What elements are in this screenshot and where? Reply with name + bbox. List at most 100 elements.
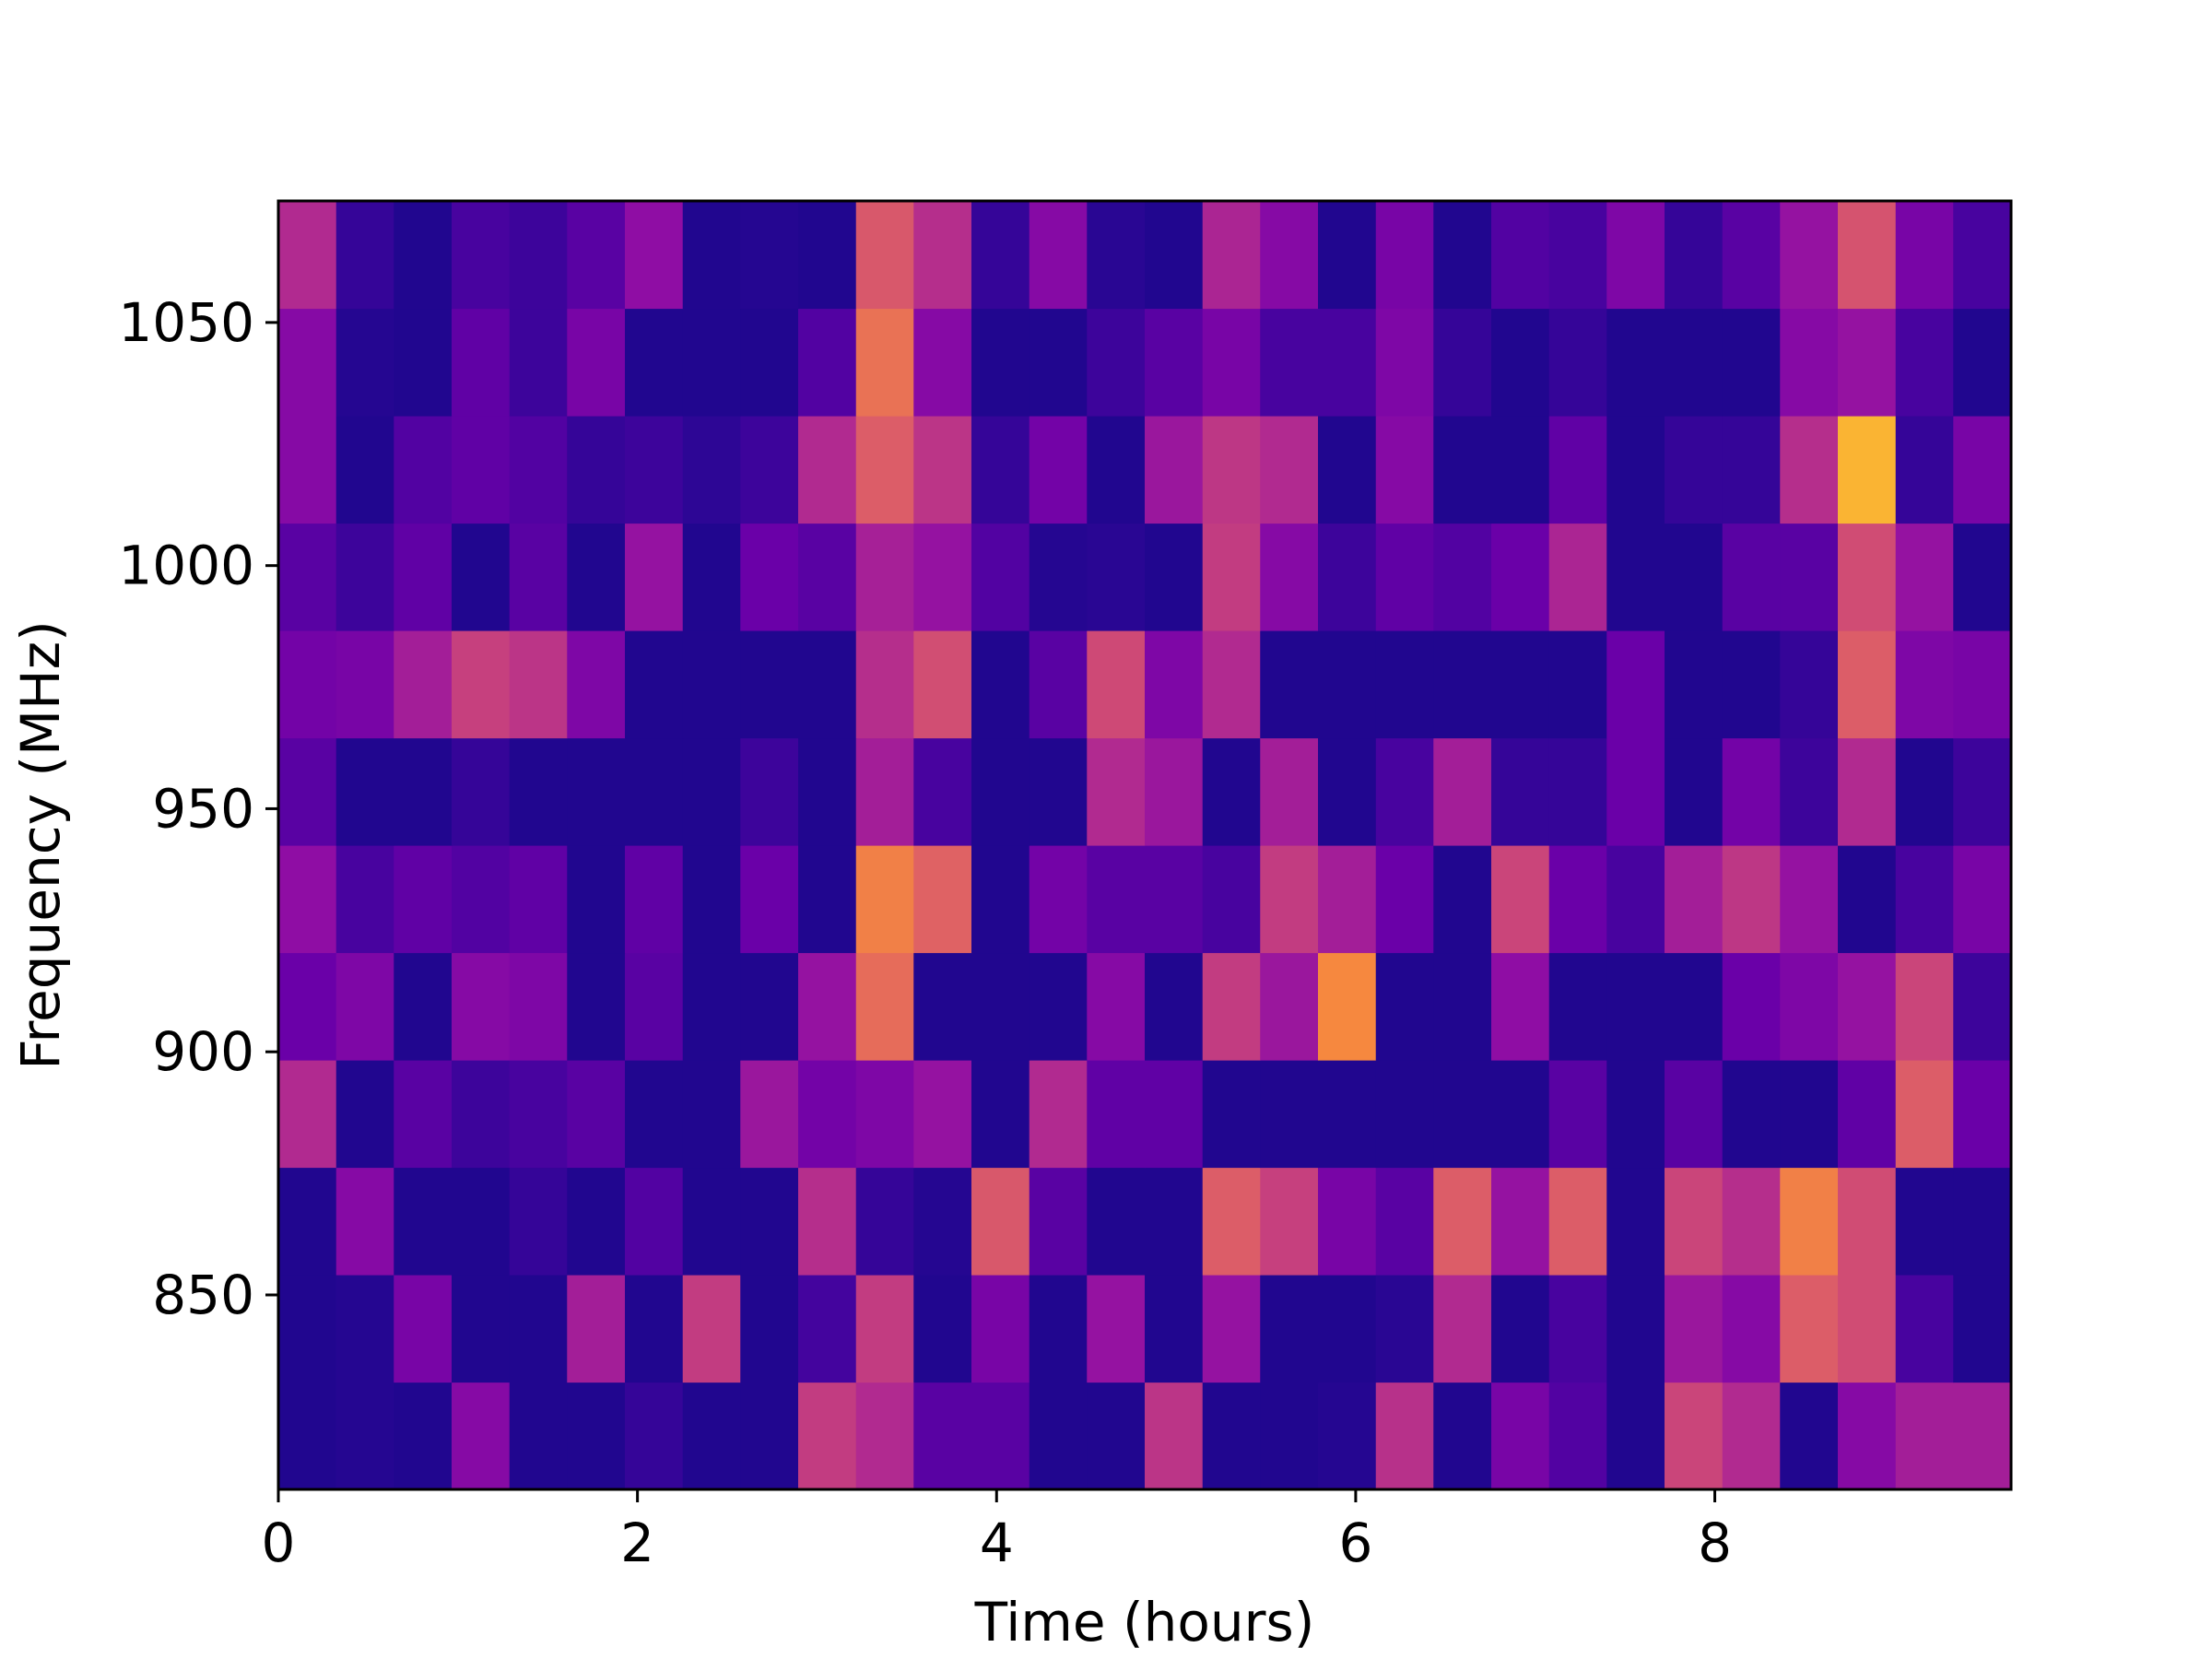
heatmap-cell [1087, 308, 1146, 417]
heatmap-cell [1375, 1167, 1434, 1276]
heatmap-cell [1029, 952, 1088, 1061]
heatmap-cell [625, 523, 684, 631]
heatmap-cell [1375, 416, 1434, 524]
heatmap-cells [278, 201, 2012, 1490]
heatmap-cell [278, 629, 337, 739]
heatmap-cell [1491, 523, 1550, 631]
heatmap-cell [394, 1167, 453, 1276]
heatmap-cell [1548, 308, 1607, 417]
heatmap-cell [1087, 523, 1146, 631]
heatmap-cell [740, 1060, 799, 1169]
heatmap-cell [1606, 629, 1665, 739]
heatmap-cell [1202, 845, 1261, 954]
heatmap-cell [567, 201, 626, 310]
heatmap-cell [1780, 629, 1839, 739]
heatmap-cell [971, 1382, 1030, 1490]
heatmap-cell [1722, 1274, 1781, 1383]
heatmap-cell [1838, 1274, 1897, 1383]
heatmap-cell [1665, 416, 1724, 524]
heatmap-cell [1780, 952, 1839, 1061]
heatmap-cell [740, 1382, 799, 1490]
heatmap-cell [567, 629, 626, 739]
heatmap-cell [1895, 629, 1954, 739]
heatmap-cell [1838, 416, 1897, 524]
heatmap-cell [1953, 845, 2012, 954]
heatmap-cell [740, 523, 799, 631]
heatmap-cell [394, 1382, 453, 1490]
heatmap-cell [1606, 845, 1665, 954]
heatmap-cell [567, 737, 626, 846]
heatmap-cell [855, 523, 914, 631]
heatmap-cell [509, 1060, 568, 1169]
heatmap-cell [740, 416, 799, 524]
y-tick-label: 1050 [118, 291, 254, 354]
heatmap-cell [1433, 416, 1492, 524]
heatmap-cell [740, 1274, 799, 1383]
heatmap-cell [1953, 523, 2012, 631]
heatmap-cell [855, 1274, 914, 1383]
heatmap-cell [1665, 952, 1724, 1061]
heatmap-cell [625, 308, 684, 417]
heatmap-cell [1953, 308, 2012, 417]
heatmap-cell [1145, 308, 1204, 417]
heatmap-cell [1895, 308, 1954, 417]
heatmap-cell [1145, 845, 1204, 954]
heatmap-cell [798, 308, 857, 417]
heatmap-cell [1838, 845, 1897, 954]
heatmap-cell [452, 1167, 511, 1276]
heatmap-cell [452, 1060, 511, 1169]
heatmap-cell [278, 308, 337, 417]
heatmap-cell [567, 1060, 626, 1169]
heatmap-cell [1375, 629, 1434, 739]
heatmap-cell [1087, 1382, 1146, 1490]
heatmap-cell [278, 737, 337, 846]
heatmap-cell [625, 629, 684, 739]
heatmap-cell [1780, 1060, 1839, 1169]
heatmap-cell [1260, 523, 1319, 631]
heatmap-cell [1548, 952, 1607, 1061]
heatmap-cell [1433, 1167, 1492, 1276]
heatmap-cell [625, 1060, 684, 1169]
heatmap-cell [1318, 952, 1377, 1061]
heatmap-cell [1145, 952, 1204, 1061]
heatmap-cell [1375, 1274, 1434, 1383]
heatmap-cell [1722, 1167, 1781, 1276]
heatmap-cell [509, 1167, 568, 1276]
heatmap-cell [625, 201, 684, 310]
heatmap-cell [1665, 1382, 1724, 1490]
heatmap-cell [1722, 416, 1781, 524]
heatmap-cell [855, 845, 914, 954]
heatmap-cell [1087, 1167, 1146, 1276]
heatmap-cell [855, 308, 914, 417]
heatmap-cell [1375, 308, 1434, 417]
heatmap-cell [452, 201, 511, 310]
heatmap-cell [855, 1060, 914, 1169]
heatmap-cell [798, 629, 857, 739]
heatmap-cell [1087, 1060, 1146, 1169]
heatmap-cell [394, 952, 453, 1061]
heatmap-cell [798, 416, 857, 524]
heatmap-cell [1722, 523, 1781, 631]
heatmap-cell [1029, 1382, 1088, 1490]
heatmap-cell [1375, 1060, 1434, 1169]
heatmap-cell [1087, 1274, 1146, 1383]
heatmap-cell [971, 737, 1030, 846]
heatmap-cell [1087, 737, 1146, 846]
heatmap-cell [625, 1167, 684, 1276]
heatmap-cell [452, 737, 511, 846]
heatmap-cell [335, 201, 394, 310]
heatmap-cell [1375, 1382, 1434, 1490]
heatmap-cell [1548, 1382, 1607, 1490]
heatmap-cell [1665, 845, 1724, 954]
heatmap-cell [452, 952, 511, 1061]
heatmap-cell [1722, 308, 1781, 417]
heatmap-cell [855, 952, 914, 1061]
heatmap-cell [1318, 523, 1377, 631]
heatmap-cell [682, 845, 741, 954]
heatmap-cell [1606, 1060, 1665, 1169]
heatmap-cell [1375, 952, 1434, 1061]
heatmap-cell [278, 1167, 337, 1276]
heatmap-cell [1433, 629, 1492, 739]
heatmap-cell [740, 308, 799, 417]
heatmap-cell [1548, 1274, 1607, 1383]
